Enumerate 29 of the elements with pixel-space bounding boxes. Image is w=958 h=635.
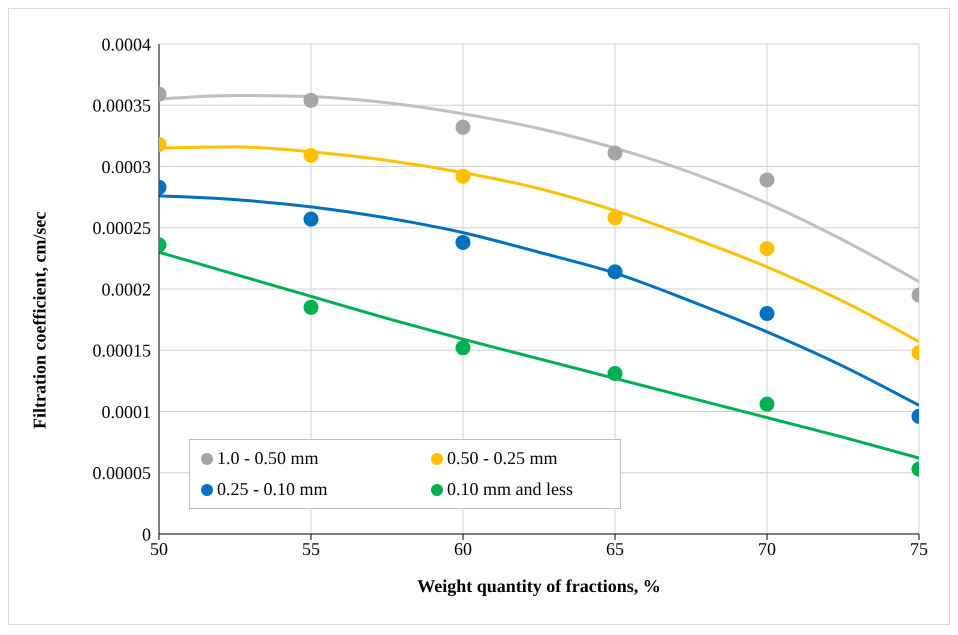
y-tick-label: 0.00025 bbox=[92, 218, 151, 238]
legend-label: 0.50 - 0.25 mm bbox=[447, 448, 558, 469]
x-tick-label: 60 bbox=[454, 538, 472, 559]
y-tick-label: 0.0001 bbox=[102, 402, 151, 422]
y-tick-label: 0 bbox=[142, 524, 151, 544]
y-tick-label: 0.00005 bbox=[92, 463, 151, 484]
x-tick-label: 70 bbox=[758, 538, 776, 559]
legend-label: 0.10 mm and less bbox=[447, 479, 573, 500]
x-axis-title: Weight quantity of fractions, % bbox=[417, 576, 661, 596]
point bbox=[456, 168, 470, 184]
y-tick-label: 0.0003 bbox=[102, 156, 151, 177]
point bbox=[608, 210, 622, 226]
x-tick-label: 65 bbox=[606, 538, 624, 559]
point bbox=[608, 366, 622, 382]
point bbox=[456, 234, 470, 250]
y-axis-title: Filtration coefficient, cm/sec bbox=[29, 212, 50, 429]
point bbox=[608, 264, 622, 280]
legend-label: 0.25 - 0.10 mm bbox=[217, 479, 328, 500]
point bbox=[608, 146, 622, 161]
x-tick-label: 75 bbox=[910, 538, 928, 559]
y-tick-label: 0.00035 bbox=[92, 96, 151, 116]
y-tick-label: 0.0004 bbox=[102, 34, 151, 54]
y-tick-label: 0.00015 bbox=[92, 340, 151, 361]
point bbox=[456, 120, 470, 135]
x-tick-label: 50 bbox=[150, 538, 168, 559]
legend-label: 1.0 - 0.50 mm bbox=[217, 448, 318, 469]
y-tick-label: 0.0002 bbox=[102, 279, 151, 300]
point bbox=[456, 340, 470, 356]
x-tick-label: 55 bbox=[302, 538, 320, 559]
